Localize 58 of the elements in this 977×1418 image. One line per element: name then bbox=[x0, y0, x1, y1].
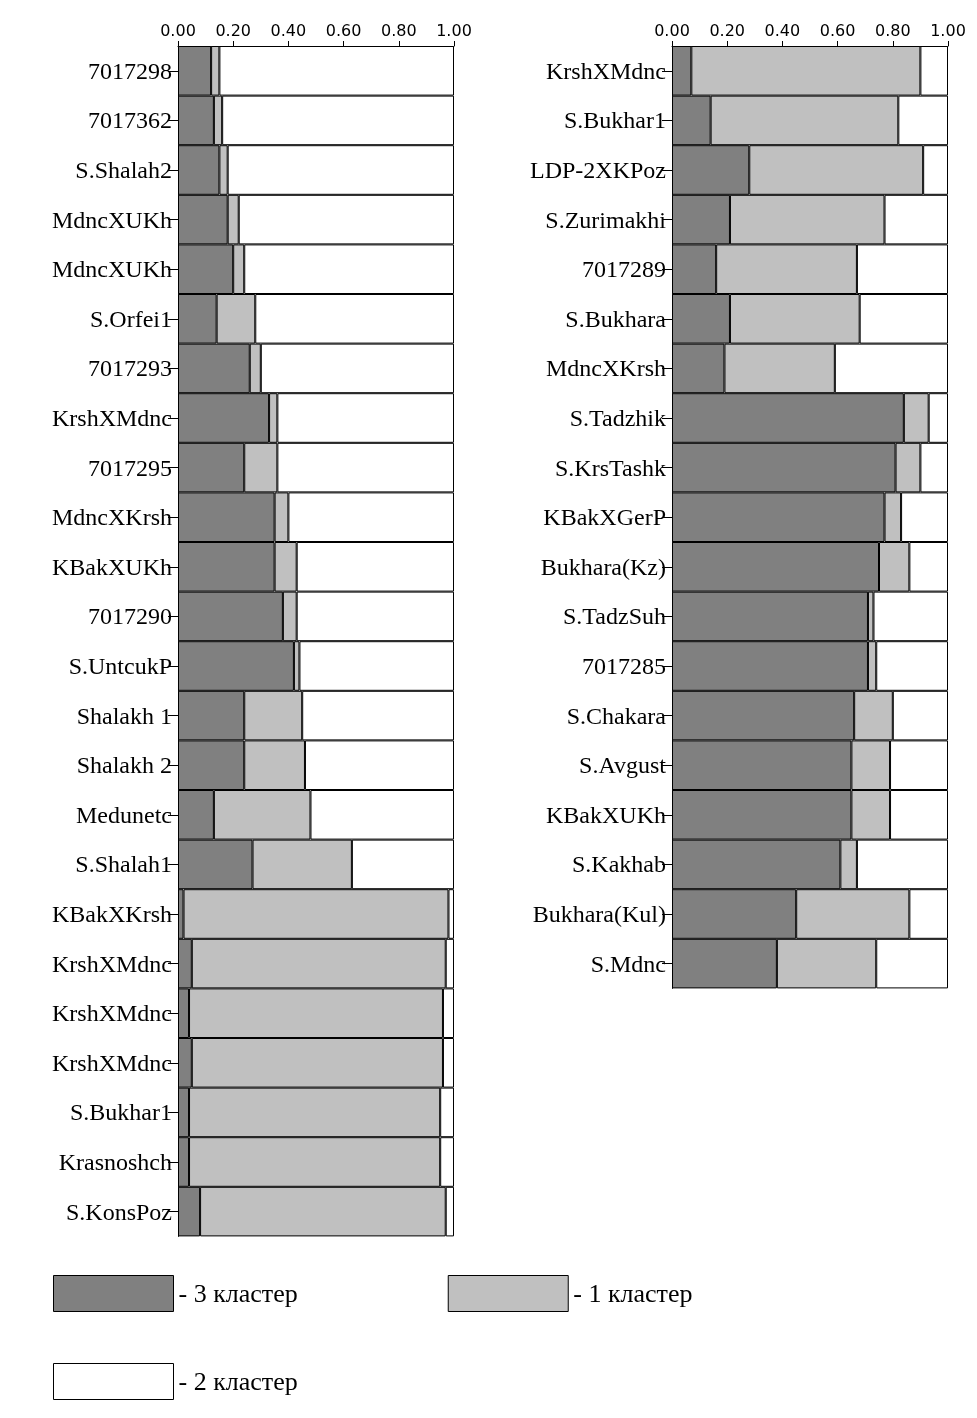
y-tick-label: S.UntcukP bbox=[68, 653, 172, 679]
y-tick-label: Bukhara(Kul) bbox=[532, 901, 666, 927]
y-tick-label: KBakXUKh bbox=[52, 553, 172, 580]
x-tick-label: 0.40 bbox=[764, 20, 801, 40]
x-tick-label: 0.00 bbox=[654, 20, 690, 40]
y-tick-label: 7017295 bbox=[88, 454, 172, 481]
y-tick-label: 7017285 bbox=[582, 653, 666, 679]
y-tick-label: S.Chakara bbox=[566, 702, 667, 729]
y-tick-label: KrshXMdnc bbox=[52, 1000, 172, 1027]
x-tick-label: 1.00 bbox=[930, 20, 966, 40]
y-tick-label: 7017293 bbox=[88, 355, 172, 382]
y-tick-label: S.Orfei1 bbox=[90, 305, 172, 332]
y-tick-label: LDP-2XKPoz bbox=[530, 157, 666, 183]
y-tick-label: S.Kakhab bbox=[572, 851, 666, 878]
y-tick-label: KBakXKrsh bbox=[52, 901, 172, 927]
y-tick-label: S.KonsPoz bbox=[65, 1198, 172, 1225]
y-tick-label: S.Bukhar1 bbox=[70, 1099, 172, 1126]
y-tick-label: Bukhara(Kz) bbox=[540, 553, 666, 580]
y-tick-label: Shalakh 1 bbox=[76, 702, 172, 729]
y-tick-label: MdncXUKh bbox=[52, 206, 172, 233]
y-tick-label: Medunetc bbox=[76, 801, 172, 828]
y-tick-label: KrshXMdnc bbox=[52, 405, 172, 431]
legend-label: - 3 кластер bbox=[178, 1279, 298, 1308]
y-tick-label: KrshXMdnc bbox=[52, 1049, 172, 1076]
x-tick-label: 0.60 bbox=[819, 20, 856, 40]
y-tick-label: S.Bukhara bbox=[565, 305, 667, 332]
y-tick-label: KrshXMdnc bbox=[546, 57, 666, 84]
y-tick-label: KBakXGerP bbox=[543, 504, 666, 531]
y-tick-label: KrshXMdnc bbox=[52, 950, 172, 977]
y-tick-label: S.Shalah1 bbox=[75, 851, 172, 878]
y-tick-label: Shalakh 2 bbox=[76, 752, 172, 779]
x-tick-label: 0.20 bbox=[215, 20, 252, 40]
y-tick-label: 7017298 bbox=[88, 57, 172, 84]
y-tick-label: S.Avgust bbox=[579, 752, 667, 779]
x-tick-label: 1.00 bbox=[436, 20, 472, 40]
y-tick-label: 7017362 bbox=[88, 107, 172, 134]
x-tick-label: 0.00 bbox=[160, 20, 196, 40]
y-tick-label: S.Shalah2 bbox=[75, 157, 172, 183]
x-tick-label: 0.20 bbox=[709, 20, 746, 40]
y-tick-label: S.Tadzhik bbox=[569, 405, 666, 431]
y-tick-label: 7017289 bbox=[582, 256, 666, 283]
y-tick-label: MdncXUKh bbox=[52, 256, 172, 283]
y-tick-label: S.KrsTashk bbox=[555, 454, 666, 481]
x-tick-label: 0.40 bbox=[270, 20, 307, 40]
y-tick-label: MdncXKrsh bbox=[546, 355, 666, 382]
y-tick-label: 7017290 bbox=[88, 603, 172, 630]
y-tick-label: KBakXUKh bbox=[546, 801, 666, 828]
y-tick-label: MdncXKrsh bbox=[52, 504, 172, 531]
x-tick-label: 0.80 bbox=[874, 20, 911, 40]
x-tick-label: 0.80 bbox=[380, 20, 417, 40]
x-tick-label: 0.60 bbox=[325, 20, 362, 40]
y-tick-label: S.TadzSuh bbox=[563, 603, 666, 630]
y-tick-label: S.Mdnc bbox=[590, 950, 666, 977]
y-tick-label: S.Zurimakhi bbox=[545, 206, 667, 233]
legend-label: - 1 кластер bbox=[573, 1279, 693, 1308]
y-tick-label: S.Bukhar1 bbox=[564, 107, 666, 134]
legend-label: - 2 кластер bbox=[178, 1367, 298, 1396]
y-tick-label: Krasnoshch bbox=[58, 1149, 172, 1175]
